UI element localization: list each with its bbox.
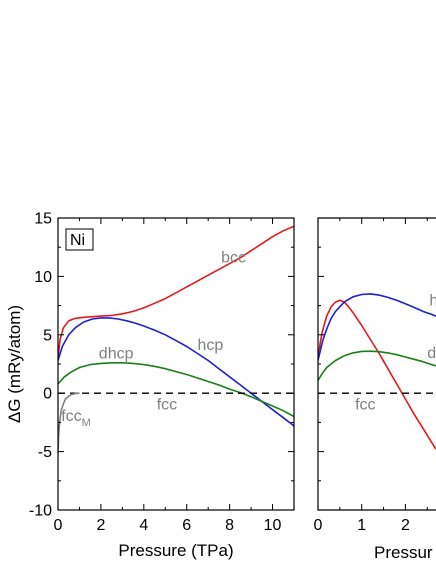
y-tick-label: 5	[43, 327, 52, 344]
x-tick-label: 8	[225, 517, 234, 534]
panel-tag-box	[65, 228, 94, 251]
y-tick-label: 0	[43, 386, 52, 403]
y-tick-label: 15	[34, 211, 52, 228]
series-label-fcc_M: fccM	[61, 408, 91, 429]
panel-tag-label: Ni	[70, 232, 85, 249]
x-tick-label: 2	[96, 517, 105, 534]
x-tick-label: 2	[401, 517, 410, 534]
series-line-dhcp	[58, 361, 294, 418]
panel-left-tick-labels: 0 2 4 6 8 10 -10 -5 0 5 10 15	[29, 211, 282, 535]
panel-right-tick-labels: 0 1 2	[314, 517, 410, 534]
x-tick-label: 4	[139, 517, 148, 534]
series-line-dhcp	[318, 350, 436, 381]
panel-left-series	[58, 225, 294, 454]
series-label-fcc: fcc	[157, 397, 177, 414]
series-label-dhcp: dh	[427, 345, 436, 362]
panel-right-ticks	[317, 217, 428, 511]
series-line-hcp	[58, 317, 294, 427]
panel-right-series	[318, 293, 436, 450]
panel-right-frame	[317, 217, 436, 511]
panel-left-ticks	[57, 217, 294, 511]
series-label-hcp: hcp	[198, 337, 224, 354]
series-label-hcp: h	[429, 293, 436, 310]
y-axis-title: ΔG (mRy/atom)	[5, 305, 24, 423]
x-tick-label: 6	[182, 517, 191, 534]
y-tick-label: 10	[34, 269, 52, 286]
y-tick-label: -10	[29, 503, 52, 520]
x-axis-title-left: Pressure (TPa)	[118, 541, 233, 560]
x-tick-label: 1	[357, 517, 366, 534]
series-line-fcc_M	[58, 392, 80, 454]
series-label-dhcp: dhcp	[99, 346, 134, 363]
series-label-fcc: fcc	[355, 397, 375, 414]
x-tick-label: 0	[54, 517, 63, 534]
series-line-bcc	[318, 299, 436, 450]
x-tick-label: 10	[264, 517, 282, 534]
series-line-bcc	[58, 225, 294, 359]
x-tick-label: 0	[314, 517, 323, 534]
panel-right-labels: h dh fcc	[355, 293, 436, 414]
series-line-hcp	[318, 293, 436, 361]
panel-right: h dh fcc 0 1 2 Pressur	[314, 217, 436, 562]
x-axis-title-right: Pressur	[374, 543, 433, 562]
series-label-bcc: bcc	[221, 249, 246, 266]
panel-left-labels: bcc hcp dhcp fcc fccM	[61, 249, 246, 429]
y-tick-label: -5	[38, 444, 52, 461]
